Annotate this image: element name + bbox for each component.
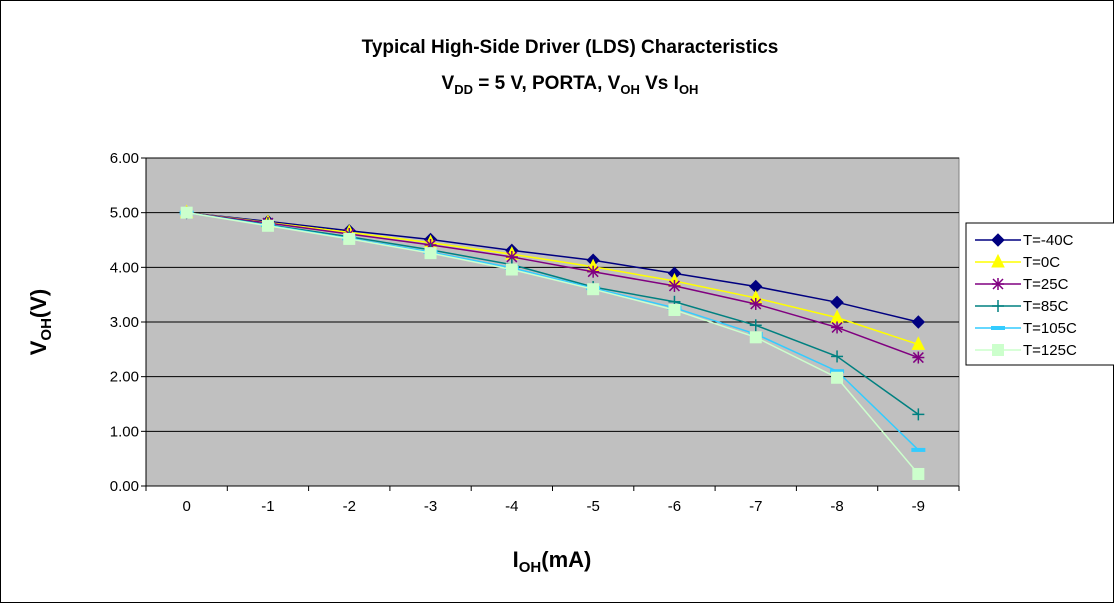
data-point <box>587 266 599 278</box>
data-point <box>911 448 925 452</box>
ylabel-rest: (V) <box>26 289 51 318</box>
legend-swatch-marker <box>992 278 1004 290</box>
y-tick-label: 3.00 <box>110 314 139 331</box>
y-tick-label: 1.00 <box>110 423 139 440</box>
legend-swatch-marker <box>992 344 1004 356</box>
legend-label: T=-40C <box>1023 232 1074 249</box>
data-point <box>912 468 924 480</box>
data-point <box>750 298 762 310</box>
data-point <box>668 280 680 292</box>
legend-label: T=125C <box>1023 342 1077 359</box>
y-tick-label: 4.00 <box>110 259 139 276</box>
legend-label: T=105C <box>1023 320 1077 337</box>
y-tick-label: 2.00 <box>110 369 139 386</box>
data-point <box>343 233 355 245</box>
data-point <box>425 247 437 259</box>
legend-label: T=0C <box>1023 254 1060 271</box>
data-point <box>506 264 518 276</box>
y-tick-label: 5.00 <box>110 205 139 222</box>
y-axis-label: VOH(V) <box>26 289 55 356</box>
x-tick-label: -5 <box>586 498 599 515</box>
data-point <box>912 352 924 364</box>
x-axis-ticks: 0 -1 -2 -3 -4 -5 -6 -7 -8 -9 <box>146 486 959 515</box>
legend-label: T=25C <box>1023 276 1069 293</box>
x-tick-label: -1 <box>261 498 274 515</box>
x-tick-label: -3 <box>424 498 437 515</box>
data-point <box>587 283 599 295</box>
subtitle-vdd-rest: = 5 V, PORTA, <box>473 73 608 94</box>
y-tick-label: 6.00 <box>110 150 139 167</box>
legend: T=-40C T=0C T=25C T=85C T=105C T=125C <box>966 223 1114 365</box>
y-tick-label: 0.00 <box>110 478 139 495</box>
chart-title: Typical High-Side Driver (LDS) Character… <box>362 37 779 58</box>
x-tick-label: -4 <box>505 498 518 515</box>
data-point <box>831 321 843 333</box>
legend-swatch-marker <box>991 326 1005 330</box>
xlabel-sub: OH <box>519 559 542 576</box>
x-tick-label: 0 <box>182 498 190 515</box>
ylabel-sub: OH <box>38 318 55 341</box>
ylabel-main: V <box>26 340 51 355</box>
x-tick-label: -6 <box>668 498 681 515</box>
x-axis-label: IOH(mA) <box>513 547 592 576</box>
x-tick-label: -9 <box>912 498 925 515</box>
subtitle-ioh-sub: OH <box>679 82 699 97</box>
data-point <box>750 331 762 343</box>
subtitle-voh-sub: OH <box>620 82 640 97</box>
xlabel-rest: (mA) <box>541 547 591 572</box>
data-point <box>262 220 274 232</box>
subtitle-vdd-main: V <box>442 73 455 94</box>
x-tick-label: -7 <box>749 498 762 515</box>
x-tick-label: -2 <box>343 498 356 515</box>
subtitle-vs: Vs <box>640 73 674 94</box>
data-point <box>181 207 193 219</box>
subtitle-vdd-sub: DD <box>454 82 473 97</box>
subtitle-voh-main: V <box>608 73 621 94</box>
data-point <box>831 372 843 384</box>
chart-subtitle: VDD = 5 V, PORTA, VOH Vs IOH <box>442 73 699 97</box>
data-point <box>668 304 680 316</box>
legend-label: T=85C <box>1023 298 1069 315</box>
x-tick-label: -8 <box>830 498 843 515</box>
